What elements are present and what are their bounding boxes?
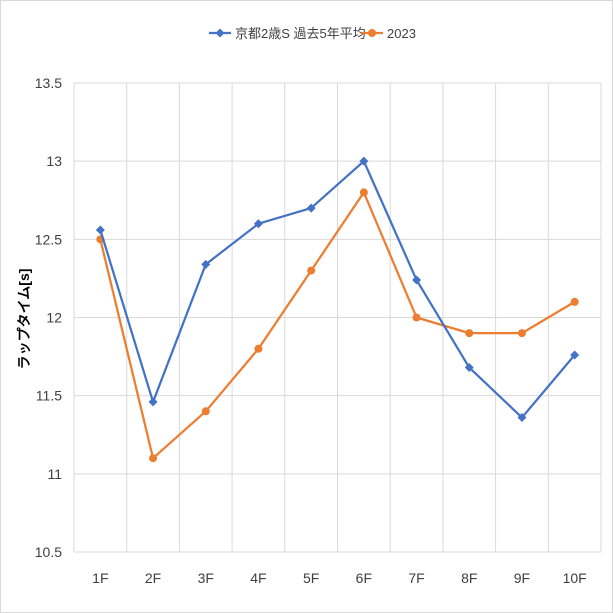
y-tick-label: 13.5 <box>35 75 62 91</box>
y-tick-label: 12 <box>46 310 62 326</box>
data-point <box>359 188 368 197</box>
data-point <box>149 454 158 463</box>
legend-item: 2023 <box>361 26 416 41</box>
grid <box>73 82 602 553</box>
y-axis-title: ラップタイム[s] <box>16 269 32 370</box>
x-tick-label: 9F <box>514 570 530 586</box>
x-tick-label: 2F <box>145 570 161 586</box>
legend: 京都2歳S 過去5年平均 2023 <box>209 26 416 41</box>
series-year <box>96 188 579 463</box>
data-point <box>201 259 211 269</box>
series-line <box>99 160 576 419</box>
data-point <box>253 219 263 229</box>
x-tick-label: 10F <box>563 570 587 586</box>
data-point <box>412 275 422 285</box>
data-point <box>306 203 316 213</box>
data-point <box>368 29 376 37</box>
x-tick-label: 4F <box>250 570 266 586</box>
y-tick-label: 12.5 <box>35 231 62 247</box>
y-tick-label: 10.5 <box>35 544 62 560</box>
legend-label: 2023 <box>387 26 416 41</box>
data-point <box>517 413 527 423</box>
series-line <box>99 191 576 460</box>
data-point <box>95 225 105 235</box>
x-tick-label: 7F <box>408 570 424 586</box>
data-point <box>517 329 526 338</box>
data-point <box>307 266 316 275</box>
series-average <box>95 156 580 423</box>
data-point <box>570 350 580 360</box>
x-tick-label: 3F <box>198 570 214 586</box>
data-point <box>464 363 474 373</box>
y-tick-label: 11.5 <box>36 388 62 404</box>
y-tick-label: 13 <box>46 153 62 169</box>
data-point <box>359 156 369 166</box>
data-point <box>201 407 210 416</box>
axes: 10.5 11 11.5 12 12.5 13 13.5 1F 2F 3F 4F 5F 6F 7F 8F 9F… <box>35 75 587 586</box>
data-point <box>570 297 579 306</box>
series-layer <box>95 156 580 463</box>
x-tick-label: 1F <box>92 570 108 586</box>
data-point <box>412 313 421 322</box>
legend-item: 京都2歳S 過去5年平均 <box>209 26 366 41</box>
legend-label: 京都2歳S 過去5年平均 <box>235 26 366 41</box>
x-tick-label: 5F <box>303 570 319 586</box>
y-tick-label: 11 <box>47 466 62 482</box>
data-point <box>148 397 158 407</box>
x-tick-label: 6F <box>356 570 372 586</box>
data-point <box>215 28 225 38</box>
data-point <box>465 329 474 338</box>
x-tick-label: 8F <box>461 570 477 586</box>
data-point <box>254 344 263 353</box>
